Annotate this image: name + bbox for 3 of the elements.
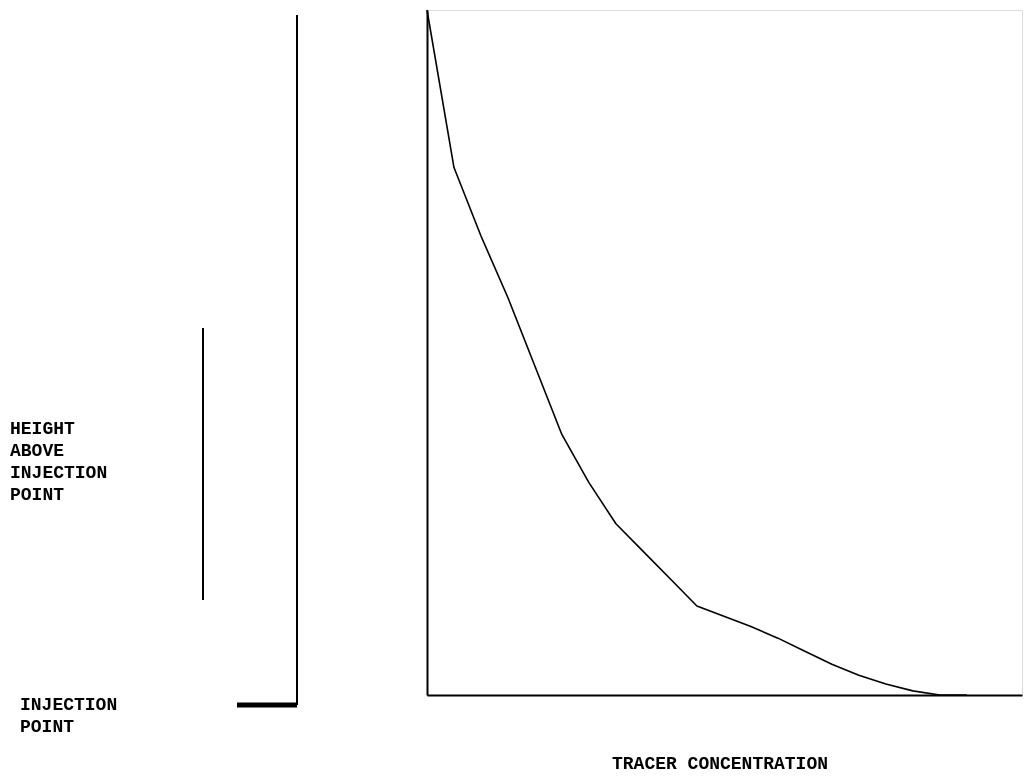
text: HEIGHT ABOVE INJECTION POINT bbox=[10, 419, 108, 505]
text: INJECTION POINT bbox=[20, 695, 118, 737]
x-axis-title: TRACER CONCENTRATION bbox=[611, 754, 829, 774]
